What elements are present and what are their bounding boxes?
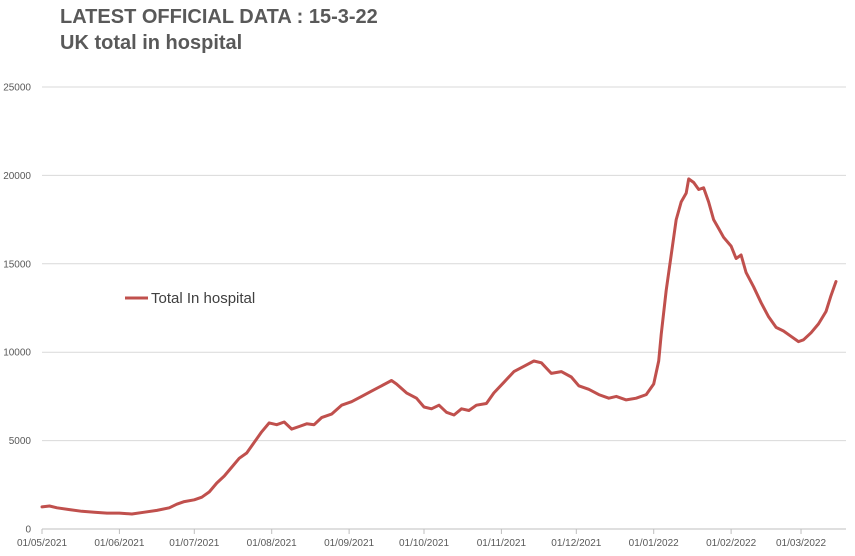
x-tick-label: 01/10/2021 bbox=[399, 538, 449, 549]
legend: Total In hospital bbox=[125, 290, 255, 307]
x-tick-label: 01/11/2021 bbox=[477, 538, 527, 549]
x-tick-label: 01/09/2021 bbox=[324, 538, 374, 549]
chart-title: LATEST OFFICIAL DATA : 15-3-22 UK total … bbox=[60, 4, 378, 56]
y-axis: 0 5000 10000 15000 20000 25000 bbox=[3, 83, 31, 536]
legend-label: Total In hospital bbox=[151, 290, 255, 307]
gridlines bbox=[42, 86, 846, 530]
chart-title-line2: UK total in hospital bbox=[60, 32, 243, 54]
series-group bbox=[40, 177, 838, 516]
x-tick-label: 01/07/2021 bbox=[169, 538, 219, 549]
y-tick-label: 15000 bbox=[3, 259, 31, 270]
y-tick-label: 25000 bbox=[3, 83, 31, 94]
x-tick-label: 01/01/2022 bbox=[629, 538, 679, 549]
y-tick-label: 5000 bbox=[9, 436, 32, 447]
x-tick-label: 01/12/2021 bbox=[551, 538, 601, 549]
y-tick-label: 0 bbox=[25, 525, 31, 536]
x-tick-label: 01/08/2021 bbox=[247, 538, 297, 549]
series-line bbox=[40, 177, 838, 516]
x-tick-label: 01/05/2021 bbox=[17, 538, 67, 549]
x-tick-label: 01/02/2022 bbox=[706, 538, 756, 549]
y-tick-label: 20000 bbox=[3, 171, 31, 182]
x-tick-label: 01/06/2021 bbox=[94, 538, 144, 549]
x-tick-label: 01/03/2022 bbox=[776, 538, 826, 549]
x-axis: 01/05/2021 01/06/2021 01/07/2021 01/08/2021… bbox=[17, 529, 826, 549]
chart-title-line1: LATEST OFFICIAL DATA : 15-3-22 bbox=[60, 6, 378, 28]
y-tick-label: 10000 bbox=[3, 348, 31, 359]
